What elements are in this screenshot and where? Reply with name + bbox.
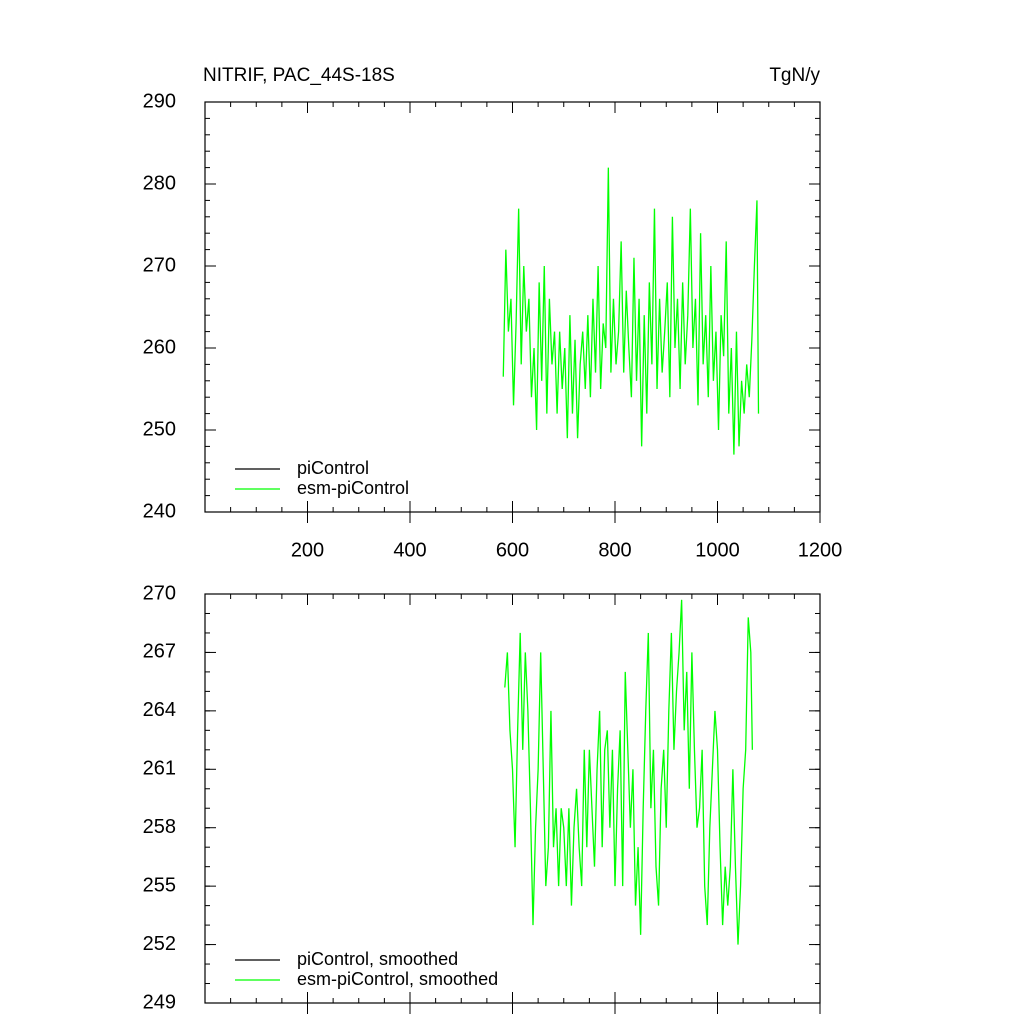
legend-label: esm-piControl, smoothed	[297, 969, 498, 989]
y-tick-label: 240	[143, 500, 176, 522]
data-line	[502, 167, 760, 455]
plot-frame	[204, 593, 821, 1004]
y-tick-label: 280	[143, 172, 176, 194]
x-tick-label: 1200	[798, 539, 843, 561]
y-tick-label: 252	[143, 933, 176, 955]
y-tick-label: 290	[143, 90, 176, 112]
units-label: TgN/y	[769, 65, 820, 86]
chart-title: NITRIF, PAC_44S-18S	[203, 65, 395, 86]
y-tick-label: 264	[143, 699, 176, 721]
y-tick-label: 267	[143, 641, 176, 663]
data-line	[504, 599, 753, 945]
y-tick-label: 250	[143, 418, 176, 440]
x-tick-label: 1000	[695, 539, 740, 561]
legend-label: piControl, smoothed	[297, 949, 458, 969]
legend-label: piControl	[297, 458, 369, 478]
y-tick-label: 249	[143, 991, 176, 1013]
x-tick-label: 600	[496, 539, 529, 561]
x-tick-label: 400	[393, 539, 426, 561]
x-tick-label: 800	[598, 539, 631, 561]
y-tick-label: 270	[143, 254, 176, 276]
x-tick-label: 200	[291, 539, 324, 561]
y-tick-label: 258	[143, 816, 176, 838]
y-tick-label: 261	[143, 758, 176, 780]
legend-label: esm-piControl	[297, 478, 409, 498]
y-tick-label: 270	[143, 582, 176, 604]
y-tick-label: 260	[143, 336, 176, 358]
y-tick-label: 255	[143, 874, 176, 896]
